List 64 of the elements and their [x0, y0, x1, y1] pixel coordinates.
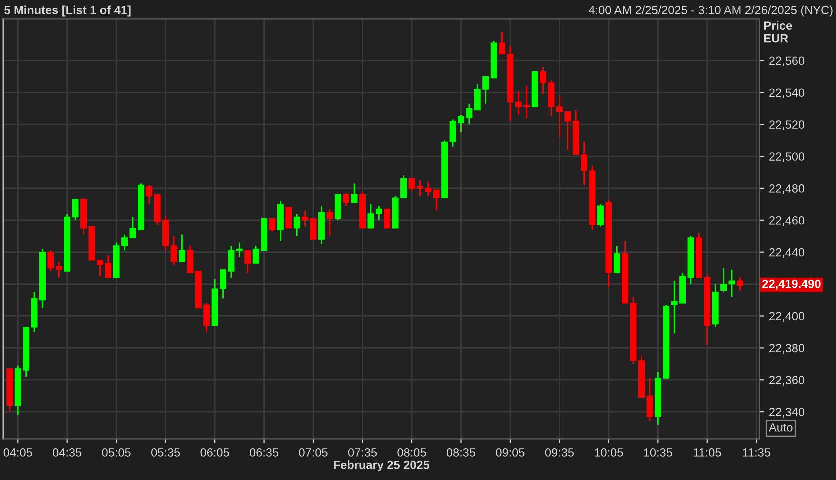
y-tick-label: 22,440	[770, 248, 805, 258]
x-tick-label: 04:05	[4, 448, 32, 457]
y-tick-label: 22,480	[770, 184, 805, 194]
x-tick-label: 09:05	[496, 448, 525, 457]
x-tick-label: 10:35	[644, 448, 672, 457]
candlestick	[170, 236, 178, 266]
x-tick-label: 10:05	[595, 448, 624, 457]
candlestick	[368, 204, 374, 230]
candlestick	[236, 242, 243, 258]
y-tick-label: 22,560	[770, 56, 805, 67]
candlestick	[351, 182, 358, 204]
annotation: 22,419.490	[762, 280, 821, 290]
x-tick-label: 08:35	[446, 448, 476, 457]
y-tick-label: 22,520	[770, 120, 805, 130]
candlestick	[334, 194, 342, 222]
candlestick	[244, 250, 252, 274]
candlestick	[384, 208, 391, 229]
candlestick	[187, 245, 194, 274]
x-tick-label: 07:05	[299, 448, 328, 457]
candlestick	[598, 204, 604, 228]
candlestick	[310, 218, 317, 240]
candlestick	[269, 218, 276, 232]
x-tick-label: 04:35	[53, 448, 82, 457]
candlestick	[286, 207, 292, 229]
candlestick	[56, 261, 62, 279]
y-axis-title: Price EUR	[764, 21, 792, 43]
chart-subtitle: 4:00 AM 2/25/2025 - 3:10 AM 2/26/2025 (NYC)	[588, 6, 833, 17]
candlestick	[302, 210, 309, 228]
x-tick-label: 08:05	[398, 448, 426, 457]
y-tick-label: 22,340	[770, 408, 805, 418]
y-tick-label: 22,400	[770, 312, 805, 322]
candlestick	[376, 205, 382, 222]
y-tick-label: 22,360	[770, 376, 805, 386]
x-tick-label: 05:35	[152, 448, 180, 457]
x-tick-label: 06:05	[200, 448, 230, 457]
candlestick	[450, 119, 456, 148]
candlestick	[130, 216, 136, 239]
candlestick	[294, 213, 300, 238]
y-tick-label: 22,460	[770, 216, 805, 226]
chart-title: 5 Minutes [List 1 of 41]	[4, 6, 131, 17]
y-tick-label: 22,380	[770, 344, 805, 354]
text: Auto	[769, 424, 793, 432]
candlestick	[614, 245, 620, 274]
candlestick	[146, 184, 153, 206]
y-tick-label: 22,540	[770, 88, 805, 98]
candlestick	[48, 250, 54, 272]
candlestick	[433, 189, 440, 212]
x-tick-label: 11:05	[694, 448, 722, 457]
x-tick-label: 06:35	[250, 448, 279, 457]
candlestick	[72, 198, 79, 222]
x-tick-label: 07:35	[348, 448, 378, 457]
x-tick-label: 05:05	[102, 448, 131, 457]
x-axis-title: February 25 2025	[334, 460, 430, 472]
x-tick-label: 11:35	[743, 448, 770, 457]
candlestick	[343, 192, 350, 207]
y-tick-label: 22,500	[770, 152, 805, 162]
x-tick-label: 09:35	[545, 448, 574, 457]
candlestick	[737, 277, 744, 292]
candlestick	[326, 208, 334, 238]
candlestick	[408, 178, 416, 192]
candlestick	[540, 66, 547, 95]
candlestick	[179, 234, 186, 263]
candlestick	[720, 268, 728, 293]
candlestick	[548, 79, 555, 118]
